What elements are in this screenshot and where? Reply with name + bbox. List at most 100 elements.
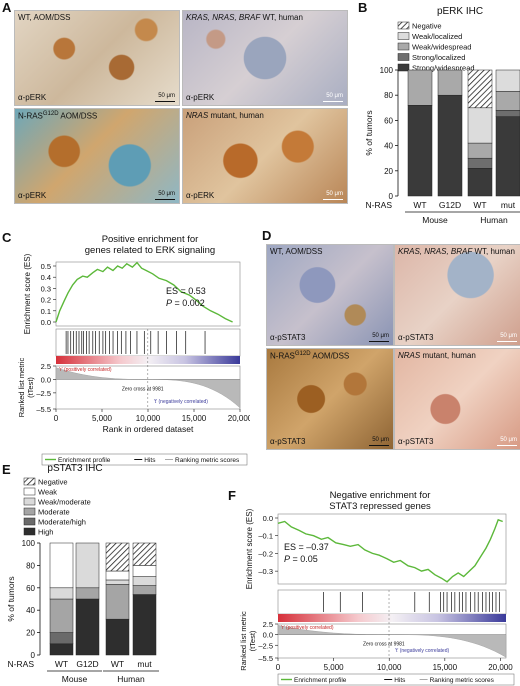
metric-axis-label: Ranked list metric: [17, 357, 26, 417]
italic-gene-names: KRAS, NRAS, BRAF: [398, 247, 473, 256]
p-value-text: P = 0.05: [284, 554, 318, 564]
micrograph-stain-label: α-pERK: [18, 191, 47, 200]
chart-title-line: Negative enrichment for: [330, 490, 431, 501]
enrichment-profile-line: [55, 261, 233, 323]
micrograph-top-label: N-RASG12D AOM/DSS: [270, 351, 350, 361]
p-italic: P: [284, 554, 290, 564]
es-value-text: ES = 0.53: [166, 286, 206, 296]
x-tick-label: 0: [276, 663, 281, 672]
y-tick-label: 80: [384, 91, 393, 100]
legend-label-moderate: Moderate: [38, 508, 70, 517]
scale-bar-label: 50 μm: [158, 93, 175, 99]
micrograph-top-label: NRAS mutant, human: [186, 111, 264, 120]
category-label-mut: mut: [137, 659, 152, 669]
category-label-g12d: G12D: [439, 200, 461, 210]
bar-segment-weak: [105, 570, 130, 581]
y-axis-label: % of tumors: [364, 110, 374, 155]
micrograph-stain-label: α-pSTAT3: [270, 437, 306, 446]
legend-swatch-negative: [23, 477, 36, 486]
x-tick-label: 15,000: [433, 663, 458, 672]
es-tick-label: 0.5: [41, 262, 51, 271]
group-label-human: Human: [480, 215, 508, 225]
scale-bar-label: 50 μm: [372, 333, 389, 339]
micrograph-top-label: WT, AOM/DSS: [270, 247, 323, 256]
micrograph-panelA-2: KRAS, NRAS, BRAF WT, human α-pERK 50 μm: [182, 10, 348, 106]
italic-gene-names: NRAS: [398, 351, 421, 360]
legend-enrichment-profile: Enrichment profile: [294, 677, 347, 684]
bar-segment-strong-widespread: [407, 105, 433, 197]
es-tick-label: 0.4: [41, 273, 51, 282]
micrograph-panelA-3: N-RASG12D AOM/DSS α-pERK 50 μm: [14, 108, 180, 204]
x-tick-label: 10,000: [377, 663, 402, 672]
p-value: = 0.002: [172, 298, 205, 308]
bar-segment-weak-localized: [467, 107, 493, 144]
micrograph-panelD-3: N-RASG12D AOM/DSS α-pSTAT3 50 μm: [266, 348, 394, 450]
y-tick-label: 80: [26, 561, 35, 570]
legend-swatch-weak: [23, 487, 36, 496]
es-tick-label: 0.3: [41, 284, 51, 293]
hits-frame: [277, 589, 507, 615]
y-tick-label: 60: [384, 116, 393, 125]
scale-bar-label: 50 μm: [326, 191, 343, 197]
legend-swatch-moderate-high: [23, 517, 36, 526]
es-tick-label: –0.2: [258, 549, 273, 558]
category-label-wt: WT: [111, 659, 124, 669]
es-tick-label: –0.1: [258, 532, 273, 541]
x-axis-label: Rank in ordered dataset: [103, 424, 194, 434]
row-label-n-ras: N-RAS: [8, 659, 35, 669]
bar-segment-weak-widespread: [467, 142, 493, 159]
panel-label-a: A: [2, 0, 12, 15]
bar-segment-weak-moderate: [132, 576, 157, 586]
legend-enrichment-profile: Enrichment profile: [58, 457, 111, 464]
metric-tick-label: –2.5: [36, 389, 51, 398]
metric-axis-label: (tTest): [248, 630, 257, 651]
positively-correlated-label: 'r' (positively correlated): [59, 367, 112, 373]
bar-segment-high: [132, 594, 157, 656]
legend-swatch-strong-localized: [397, 53, 410, 61]
micrograph-stain-label: α-pERK: [186, 191, 215, 200]
legend-label-negative: Negative: [412, 22, 442, 31]
zero-cross-label: Zero cross at 9981: [363, 642, 405, 648]
metric-tick-label: 2.5: [41, 362, 51, 371]
bar-segment-moderate-high: [49, 632, 74, 645]
scale-bar-label: 50 μm: [158, 191, 175, 197]
micrograph-stain-label: α-pERK: [186, 93, 215, 102]
micrograph-panelA-1: WT, AOM/DSS α-pERK 50 μm: [14, 10, 180, 106]
metric-tick-label: 0.0: [263, 631, 273, 640]
micrograph-top-label: N-RASG12D AOM/DSS: [18, 111, 98, 121]
bar-segment-strong-widespread: [437, 94, 463, 197]
legend-label-weak-localized: Weak/localized: [412, 32, 462, 41]
es-tick-label: –0.3: [258, 567, 273, 576]
y-tick-label: 60: [26, 584, 35, 593]
metric-tick-label: 0.0: [41, 375, 51, 384]
bar-segment-weak: [132, 565, 157, 577]
es-value-text: ES = –0.37: [284, 542, 329, 552]
micrograph-top-label: NRAS mutant, human: [398, 351, 476, 360]
scale-bar: [155, 100, 175, 102]
micrograph-stain-label: α-pERK: [18, 93, 47, 102]
panel-label-e: E: [2, 462, 11, 477]
legend-label-negative: Negative: [38, 478, 68, 487]
x-tick-label: 15,000: [182, 414, 207, 423]
metric-tick-label: –5.5: [258, 654, 273, 663]
y-tick-label: 20: [26, 629, 35, 638]
y-tick-label: 100: [22, 539, 36, 548]
bar-segment-negative: [467, 69, 493, 109]
x-tick-label: 5,000: [324, 663, 345, 672]
bar-segment-high: [105, 618, 130, 656]
legend-box: [41, 453, 248, 466]
x-tick-label: 0: [54, 414, 59, 423]
enrichment-profile-line: [277, 518, 503, 583]
bar-segment-high: [75, 598, 100, 656]
legend-swatch-high: [23, 527, 36, 536]
chart-title: pSTAT3 IHC: [47, 463, 102, 474]
scale-bar: [323, 100, 343, 102]
bar-segment-weak-localized: [495, 69, 520, 92]
chart-title-line: genes related to ERK signaling: [85, 245, 215, 256]
y-tick-label: 20: [384, 167, 393, 176]
es-frame: [277, 513, 507, 585]
legend-hits: Hits: [394, 677, 406, 684]
zero-cross-label: Zero cross at 9981: [122, 386, 164, 392]
